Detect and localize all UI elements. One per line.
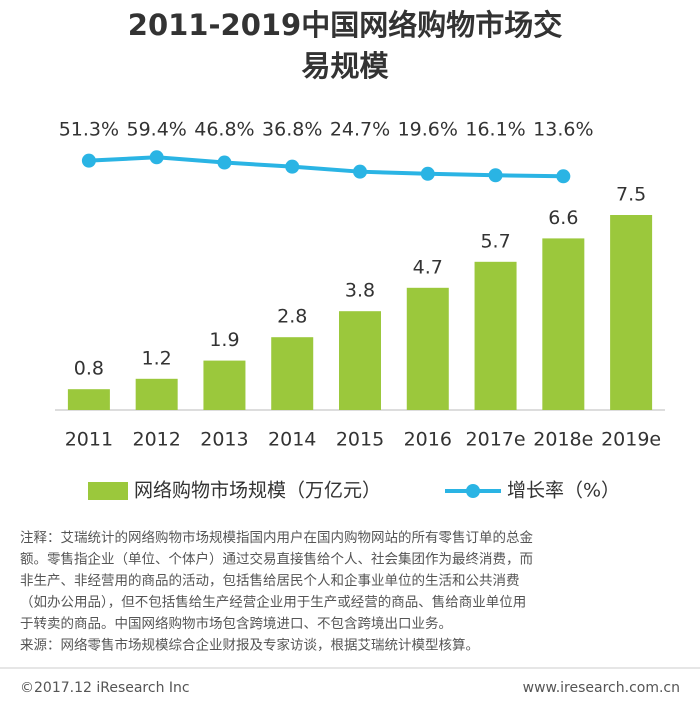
footer-right: www.iresearch.com.cn xyxy=(523,680,680,696)
x-tick-label: 2019e xyxy=(601,429,661,451)
line-point xyxy=(420,166,435,181)
bar xyxy=(67,389,110,410)
bar xyxy=(135,378,178,410)
footer-left: ©2017.12 iResearch Inc xyxy=(20,680,190,696)
line-point xyxy=(285,159,300,174)
bar-value-label: 0.8 xyxy=(74,358,104,380)
bar xyxy=(542,238,585,410)
note-line: 注释：艾瑞统计的网络购物市场规模指国内用户在国内购物网站的所有零售订单的总金 xyxy=(20,529,533,546)
note-line: 非生产、非经营用的商品的活动，包括售给居民个人和企事业单位的生活和公共消费 xyxy=(20,572,520,589)
line-point xyxy=(149,150,164,165)
line-value-label: 19.6% xyxy=(398,119,458,141)
line-point xyxy=(353,164,367,179)
bar xyxy=(271,337,314,410)
x-tick-label: 2012 xyxy=(132,429,180,451)
line xyxy=(88,155,564,179)
chart-title: 易规模 xyxy=(301,49,389,83)
bar xyxy=(339,311,381,410)
note-line: 于转卖的商品。中国网络购物市场包含跨境进口、不包含跨境出口业务。 xyxy=(20,615,452,632)
line-point xyxy=(556,169,571,184)
x-tick-label: 2017e xyxy=(466,429,526,451)
bar-value-label: 4.7 xyxy=(413,256,443,278)
bar xyxy=(474,261,517,410)
line-value-label: 16.1% xyxy=(465,119,525,141)
legend-swatch xyxy=(88,482,128,500)
legend-label: 增长率（%） xyxy=(507,480,620,502)
x-tick-label: 2013 xyxy=(200,429,248,451)
legend-swatch xyxy=(466,484,480,498)
line-value-label: 36.8% xyxy=(262,119,322,141)
bar-value-label: 6.6 xyxy=(548,207,578,229)
bar xyxy=(406,287,449,410)
line-value-label: 46.8% xyxy=(194,119,254,141)
bar xyxy=(203,360,246,410)
note-line: （如办公用品），但不包括售给生产经营企业用于生产或经营的商品、售给商业单位用 xyxy=(20,594,526,611)
line-point xyxy=(81,153,96,168)
x-tick-label: 2011 xyxy=(65,429,113,451)
x-tick-label: 2018e xyxy=(533,429,593,451)
line-point xyxy=(217,155,232,170)
legend-label: 网络购物市场规模（万亿元） xyxy=(134,480,381,502)
x-tick-label: 2016 xyxy=(404,429,452,451)
bar-value-label: 1.2 xyxy=(142,347,172,369)
line-value-label: 59.4% xyxy=(126,119,186,141)
line-value-label: 24.7% xyxy=(330,119,390,141)
bar-value-label: 5.7 xyxy=(480,230,510,252)
bar-value-label: 2.8 xyxy=(277,306,307,328)
note-line: 额。零售指企业（单位、个体户）通过交易直接售给个人、社会集团作为最终消费，而 xyxy=(20,551,533,568)
line-value-label: 51.3% xyxy=(59,119,119,141)
note-line: 来源：网络零售市场规模综合企业财报及专家访谈，根据艾瑞统计模型核算。 xyxy=(20,637,479,654)
line-point xyxy=(488,168,503,183)
line-value-label: 13.6% xyxy=(533,119,593,141)
x-tick-label: 2014 xyxy=(268,429,316,451)
chart-title: 2011-2019中国网络购物市场交 xyxy=(128,8,562,42)
bar-value-label: 3.8 xyxy=(345,280,375,302)
bar xyxy=(610,215,653,410)
bar-value-label: 1.9 xyxy=(209,329,239,351)
bar-value-label: 7.5 xyxy=(616,184,646,206)
x-tick-label: 2015 xyxy=(336,429,384,451)
